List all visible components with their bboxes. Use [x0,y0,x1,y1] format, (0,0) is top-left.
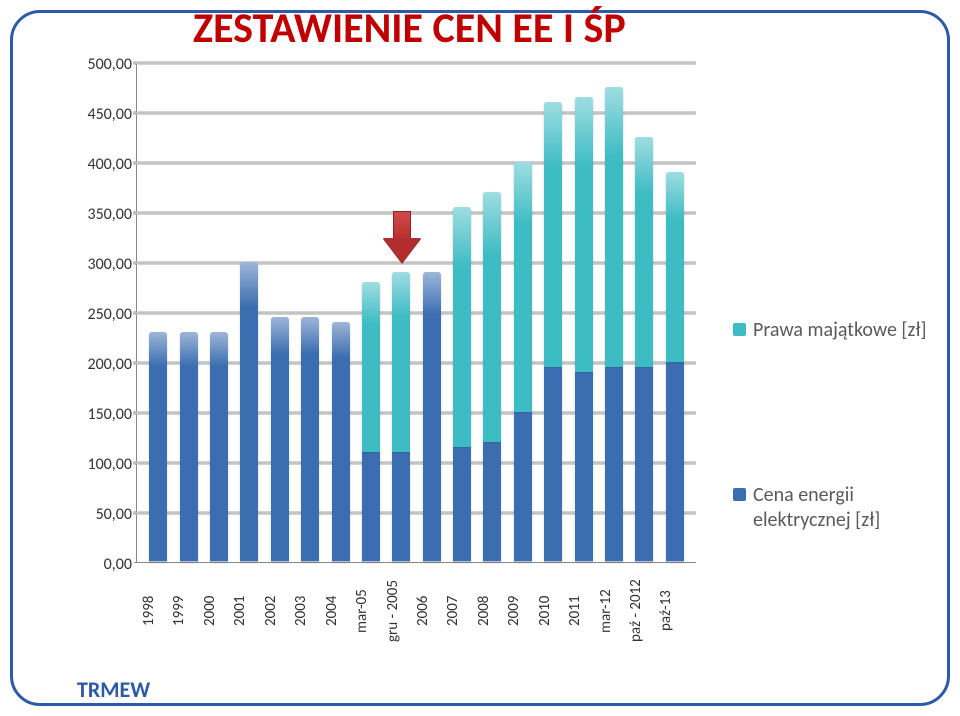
bar-group [417,63,447,562]
bar-group [568,63,598,562]
bar-segment-pm [544,102,562,367]
bar-group [356,63,386,562]
x-tick-label: 2009 [507,565,537,660]
x-tick-label: paź-13 [659,565,689,660]
legend-swatch [733,323,746,336]
y-tick-label: 450,00 [58,105,132,121]
bar [362,282,380,562]
x-tick-label: mar-05 [355,565,385,660]
x-tick-label: 2001 [233,565,263,660]
y-tick-label: 0,00 [58,555,132,571]
x-tick-label: 2008 [477,565,507,660]
bar-segment-pm [575,97,593,372]
bar-segment-pm [635,137,653,367]
brand-label: TRMEW [71,676,156,703]
bar-group [204,63,234,562]
x-tick-label: 2000 [203,565,233,660]
x-tick-label: paź - 2012 [629,565,659,660]
x-tick-label: 2004 [325,565,355,660]
bars [137,63,696,562]
bar-group [629,63,659,562]
y-tick-label: 250,00 [58,305,132,321]
bar [575,97,593,562]
legend-label: Prawa majątkowe [zł] [753,318,927,343]
x-tick-label: 2011 [568,565,598,660]
y-tick-label: 200,00 [58,355,132,371]
bar-segment-pm [362,282,380,452]
bar [180,332,198,562]
bar-group [386,63,416,562]
bar [666,172,684,562]
x-tick-label: 1999 [172,565,202,660]
bar [483,192,501,562]
bar [544,102,562,562]
legend-item: Cena energii elektrycznej [zł] [733,483,938,533]
arrow-head-icon [383,238,421,263]
bar-group [447,63,477,562]
arrow-indicator [383,211,421,263]
x-tick-label: mar-12 [599,565,629,660]
bar-group [295,63,325,562]
bar [271,317,289,562]
y-tick-label: 300,00 [58,255,132,271]
legend-item: Prawa majątkowe [zł] [733,318,927,343]
bar-segment-pm [666,172,684,362]
slide-frame: ZESTAWIENIE CEN EE I ŚP 0,0050,00100,001… [10,10,950,706]
bar-group [508,63,538,562]
y-tick-label: 500,00 [58,55,132,71]
bar [392,272,410,562]
x-tick-label: 2007 [446,565,476,660]
y-tick-label: 400,00 [58,155,132,171]
y-tick-label: 50,00 [58,505,132,521]
legend-label: Cena energii elektrycznej [zł] [753,483,938,533]
bar [149,332,167,562]
bar-group [477,63,507,562]
x-tick-label: 2002 [264,565,294,660]
bar-segment-pm [392,272,410,452]
bar [210,332,228,562]
y-tick-label: 350,00 [58,205,132,221]
bar-segment-pm [453,207,471,447]
x-tick-label: 2006 [416,565,446,660]
chart: 0,00 50,00 100,00 150,00 200,00 250,00 300,00 3… [58,43,698,613]
bar-segment-pm [605,87,623,367]
bar-segment-pm [483,192,501,442]
x-axis-labels: 1998199920002001200220032004mar-05gru - … [136,565,696,660]
bar [332,322,350,562]
bar-group [234,63,264,562]
bar [240,262,258,562]
x-tick-label: 2010 [538,565,568,660]
bar-group [538,63,568,562]
bar-group [599,63,629,562]
arrow-body [393,211,411,239]
bar [301,317,319,562]
y-tick-label: 100,00 [58,455,132,471]
plot-area [136,63,696,563]
y-tick-label: 150,00 [58,405,132,421]
legend-swatch [733,488,746,501]
bar [423,272,441,562]
bar-group [325,63,355,562]
bar-group [173,63,203,562]
x-tick-label: gru - 2005 [386,565,416,660]
bar-group [660,63,690,562]
bar [514,162,532,562]
x-tick-label: 1998 [142,565,172,660]
x-tick-label: 2003 [294,565,324,660]
bar [605,87,623,562]
bar-group [265,63,295,562]
bar [453,207,471,562]
bar [635,137,653,562]
bar-group [143,63,173,562]
bar-segment-pm [514,162,532,412]
